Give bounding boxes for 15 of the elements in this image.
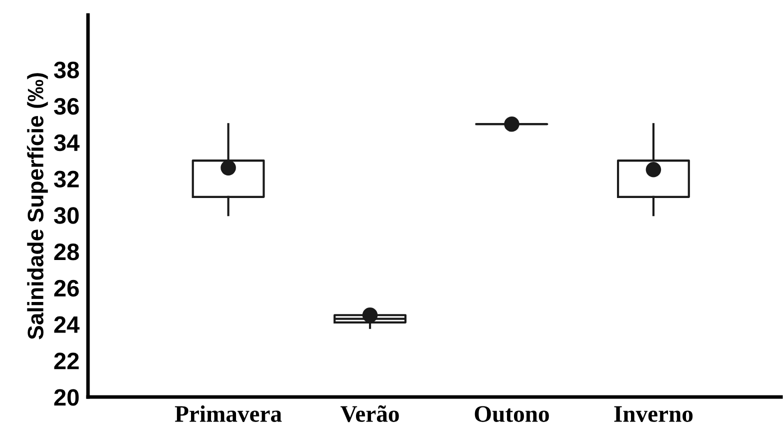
y-tick-label: 20 xyxy=(54,389,79,406)
y-tick-label: 30 xyxy=(54,207,79,224)
x-tick-label: Outono xyxy=(474,406,549,422)
y-tick-label: 32 xyxy=(54,170,79,188)
y-tick-label: 36 xyxy=(54,98,79,115)
x-tick-label: Verão xyxy=(340,405,399,422)
y-tick-label: 28 xyxy=(54,244,79,260)
y-tick-label: 22 xyxy=(54,352,79,370)
y-axis-title: Salinidade Superfície (‰) xyxy=(26,73,48,340)
x-tick-label: Inverno xyxy=(614,406,693,422)
x-tick-label: Primavera xyxy=(174,405,282,422)
y-tick-label: 24 xyxy=(54,316,80,333)
y-tick-label: 38 xyxy=(54,62,79,78)
y-tick-label: 34 xyxy=(54,134,80,152)
y-tick-label: 26 xyxy=(54,280,79,297)
